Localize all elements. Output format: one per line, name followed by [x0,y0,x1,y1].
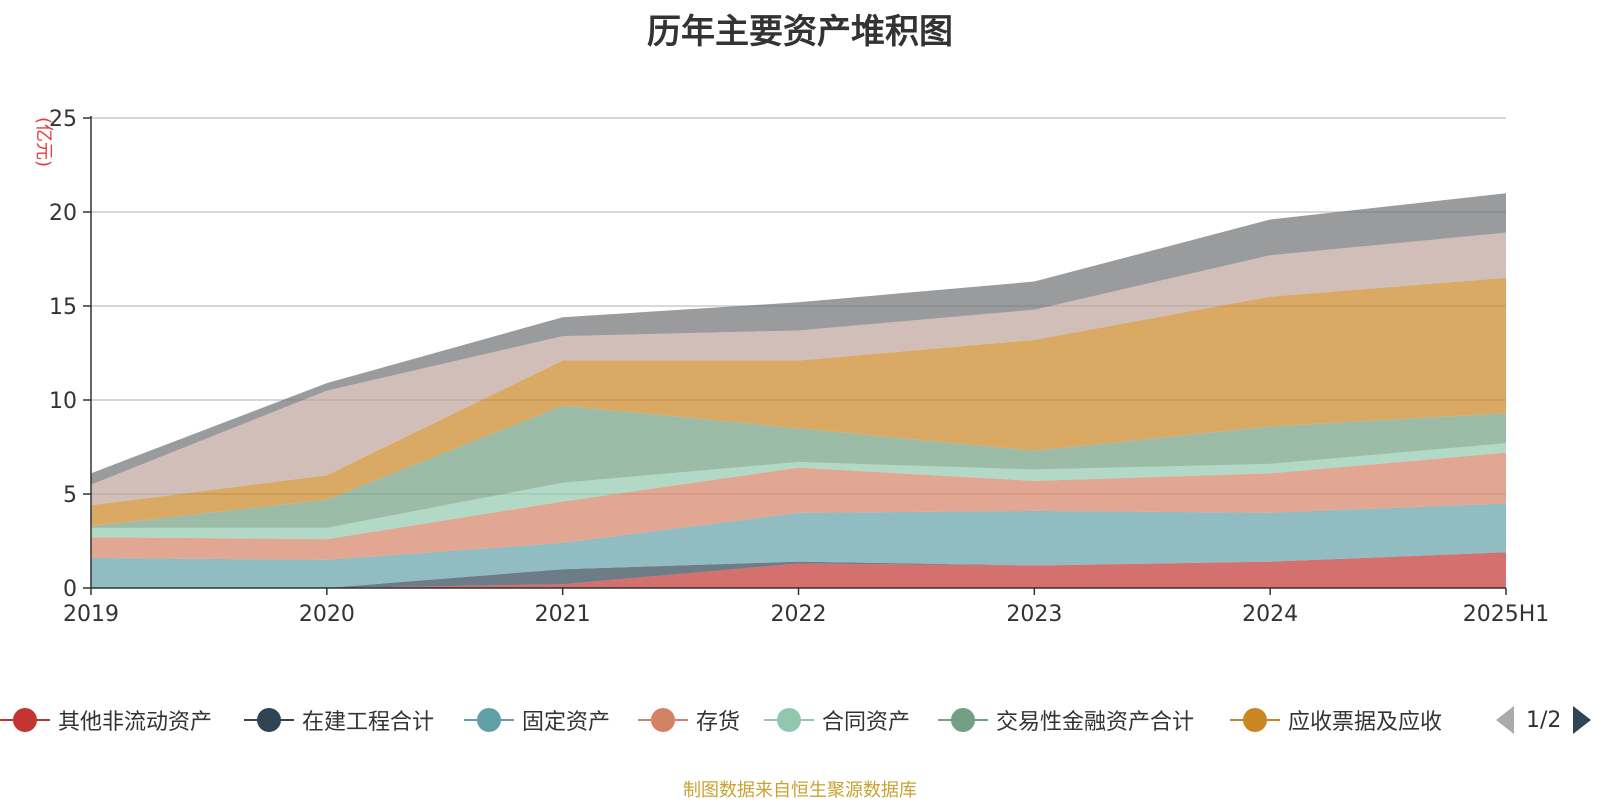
area-series-2 [91,503,1506,588]
area-series-0 [91,552,1506,588]
legend-marker-icon [0,700,50,740]
legend-item-notes-receivable[interactable]: 应收票据及应收 [1230,700,1442,740]
legend-item-other-noncurrent-assets[interactable]: 其他非流动资产 [0,700,212,740]
legend-marker-icon [638,700,688,740]
x-tick-label: 2021 [535,602,591,627]
legend-label: 其他非流动资产 [58,710,213,735]
y-tick-label: 0 [63,577,77,602]
legend-page-indicator: 1/2 [1526,707,1562,733]
legend-label: 在建工程合计 [302,710,435,735]
area-series-8 [91,193,1506,485]
legend-marker-icon [464,700,514,740]
area-series-4 [91,443,1506,540]
data-source-note: 制图数据来自恒生聚源数据库 [683,780,917,801]
legend-label: 合同资产 [822,710,911,735]
y-tick-label: 10 [49,389,77,414]
legend-pager: 1/2 [1496,700,1592,740]
legend-label: 存货 [696,710,741,735]
x-tick-label: 2025H1 [1463,602,1550,627]
x-tick-label: 2023 [1006,602,1062,627]
stacked-area-chart: 0 5 10 15 20 25 2019 2020 2021 2022 2023 2024 2025H1… [33,107,1550,627]
legend-label: 固定资产 [522,710,611,735]
y-axis-unit-label: (亿元) [33,117,54,167]
legend-item-trading-financial-assets[interactable]: 交易性金融资产合计 [938,700,1194,740]
legend-item-inventory[interactable]: 存货 [638,700,740,740]
legend-marker-icon [1230,700,1280,740]
legend-label: 应收票据及应收 [1288,710,1443,735]
area-series-3 [91,452,1506,560]
legend-item-fixed-assets[interactable]: 固定资产 [464,700,610,740]
legend-item-construction-in-progress[interactable]: 在建工程合计 [244,700,434,740]
area-series-1 [91,552,1506,588]
legend-marker-icon [764,700,814,740]
y-tick-label: 20 [49,201,77,226]
legend-marker-icon [938,700,988,740]
legend-marker-icon [244,700,294,740]
chart-title: 历年主要资产堆积图 [647,12,953,52]
x-tick-label: 2022 [771,602,827,627]
x-tick-label: 2024 [1242,602,1298,627]
area-series-7 [91,232,1506,506]
x-tick-label: 2020 [299,602,355,627]
legend: 其他非流动资产 在建工程合计 固定资产 存货 合同资产 交易性金融资产合计 [0,700,1600,740]
y-tick-label: 15 [49,295,77,320]
y-tick-label: 25 [49,107,77,132]
area-series-5 [91,405,1506,528]
next-page-icon[interactable] [1573,706,1592,734]
previous-page-icon[interactable] [1496,706,1514,734]
area-series-6 [91,277,1506,526]
legend-label: 交易性金融资产合计 [996,710,1195,735]
y-tick-label: 5 [63,483,77,508]
x-tick-label: 2019 [63,602,119,627]
legend-item-contract-assets[interactable]: 合同资产 [764,700,910,740]
